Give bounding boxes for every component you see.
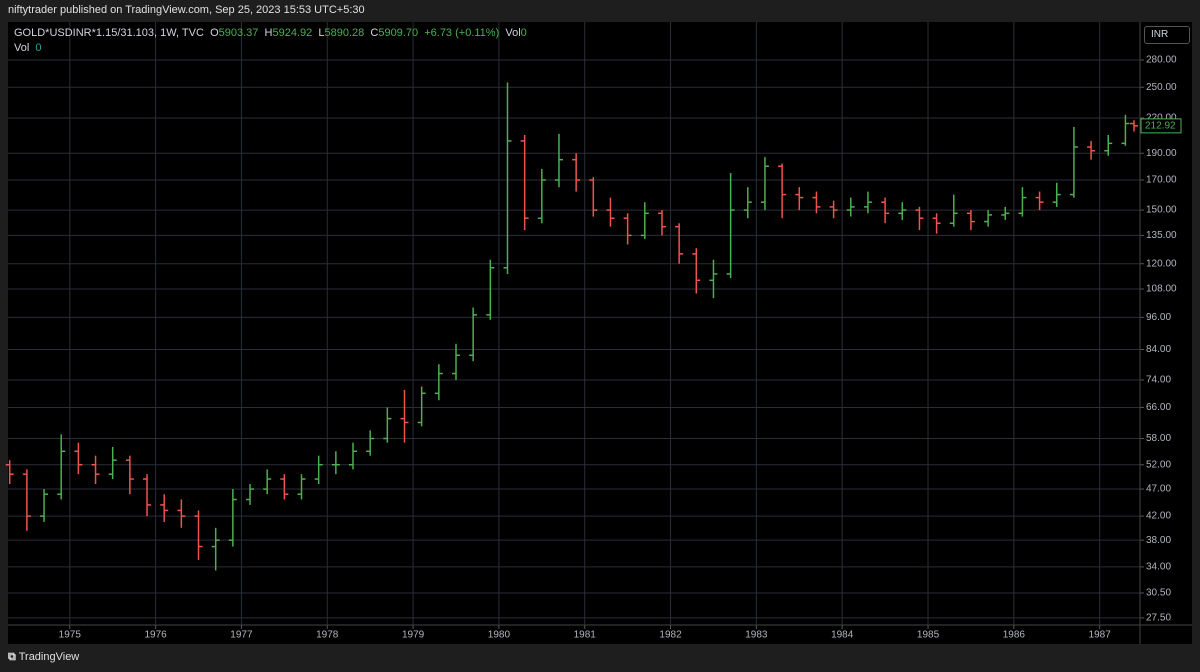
- x-tick-label: 1982: [659, 630, 682, 641]
- high-value: 5924.92: [272, 27, 313, 39]
- y-tick-label: 66.00: [1146, 402, 1171, 413]
- x-tick-label: 1985: [917, 630, 940, 641]
- y-tick-label: 84.00: [1146, 344, 1171, 355]
- y-tick-label: 96.00: [1146, 312, 1171, 323]
- y-tick-label: 135.00: [1146, 230, 1177, 241]
- y-tick-label: 280.00: [1146, 55, 1177, 66]
- vol-value: 0: [35, 42, 42, 54]
- symbol: GOLD*USDINR*1.15/31.103, 1W, TVC: [14, 27, 204, 39]
- legend: GOLD*USDINR*1.15/31.103, 1W, TVC O5903.3…: [14, 27, 527, 39]
- y-tick-label: 52.00: [1146, 459, 1171, 470]
- x-tick-label: 1977: [230, 630, 253, 641]
- high-label: H: [264, 27, 273, 39]
- x-tick-label: 1986: [1003, 630, 1026, 641]
- x-tick-label: 1980: [488, 630, 511, 641]
- x-tick-label: 1976: [144, 630, 167, 641]
- currency-button[interactable]: INR: [1144, 26, 1190, 44]
- x-tick-label: 1987: [1089, 630, 1112, 641]
- volume-legend: Vol 0: [14, 42, 42, 54]
- open-value: 5903.37: [218, 27, 259, 39]
- y-tick-label: 27.50: [1146, 613, 1171, 624]
- x-tick-label: 1984: [831, 630, 854, 641]
- last-price-tag: [1140, 118, 1182, 134]
- y-tick-label: 38.00: [1146, 535, 1171, 546]
- vol-label: Vol: [14, 42, 30, 54]
- chart-panel: [8, 22, 1192, 644]
- vol-value: 0: [520, 27, 527, 39]
- y-tick-label: 47.00: [1146, 484, 1171, 495]
- close-value: 5909.70: [378, 27, 419, 39]
- x-tick-label: 1981: [574, 630, 597, 641]
- low-value: 5890.28: [324, 27, 365, 39]
- x-tick-label: 1975: [59, 630, 82, 641]
- open-label: O: [210, 27, 219, 39]
- y-tick-label: 74.00: [1146, 375, 1171, 386]
- y-tick-label: 120.00: [1146, 258, 1177, 269]
- y-tick-label: 150.00: [1146, 205, 1177, 216]
- low-label: L: [318, 27, 325, 39]
- y-tick-label: 108.00: [1146, 284, 1177, 295]
- change: +6.73 (+0.11%): [424, 27, 500, 39]
- y-tick-label: 30.50: [1146, 588, 1171, 599]
- brand: ⧉ TradingView: [8, 651, 80, 663]
- y-tick-label: 250.00: [1146, 82, 1177, 93]
- x-tick-label: 1978: [316, 630, 339, 641]
- y-tick-label: 34.00: [1146, 562, 1171, 573]
- vol-label: Vol: [505, 27, 521, 39]
- y-tick-label: 170.00: [1146, 175, 1177, 186]
- close-label: C: [370, 27, 379, 39]
- x-tick-label: 1983: [745, 630, 768, 641]
- y-tick-label: 42.00: [1146, 511, 1171, 522]
- last-price-label: 212.92: [1145, 121, 1176, 132]
- x-tick-label: 1979: [402, 630, 425, 641]
- y-tick-label: 190.00: [1146, 148, 1177, 159]
- brand-text: TradingView: [18, 651, 80, 663]
- y-tick-label: 58.00: [1146, 433, 1171, 444]
- y-tick-label: 220.00: [1146, 113, 1177, 124]
- attribution: niftytrader published on TradingView.com…: [8, 4, 365, 16]
